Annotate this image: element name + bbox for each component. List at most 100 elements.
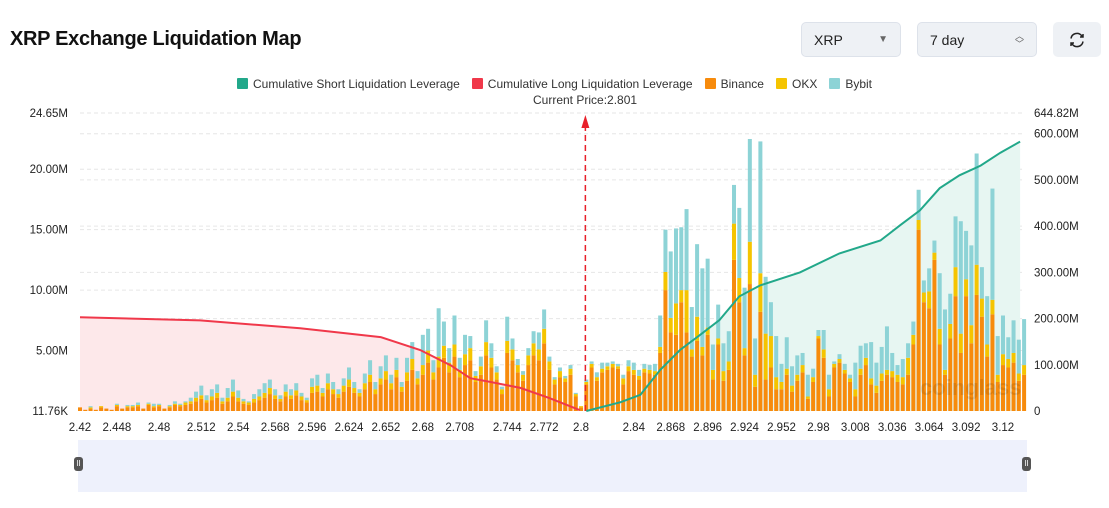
bar-bybit — [199, 385, 204, 396]
bar-binance — [689, 356, 694, 411]
x-tick-label: 3.008 — [841, 422, 870, 434]
bar-bybit — [589, 361, 594, 364]
x-tick-label: 2.512 — [187, 422, 216, 434]
bar-binance — [83, 409, 88, 411]
bar-bybit — [204, 395, 209, 401]
bar-okx — [921, 292, 926, 303]
range-select[interactable]: 7 day ︿ ﹀ — [917, 22, 1037, 57]
bar-bybit — [863, 343, 868, 358]
bar-okx — [647, 369, 652, 374]
bar-okx — [304, 400, 309, 403]
bar-bybit — [563, 375, 568, 379]
legend-binance[interactable]: Binance — [704, 77, 764, 91]
bar-binance — [494, 379, 499, 411]
bar-okx — [368, 374, 373, 382]
bar-okx — [890, 371, 895, 378]
bar-bybit — [220, 397, 225, 402]
legend-short[interactable]: Cumulative Short Liquidation Leverage — [237, 77, 460, 91]
x-tick-label: 2.84 — [623, 422, 646, 434]
bar-bybit — [463, 334, 468, 355]
bar-bybit — [241, 398, 246, 402]
zoom-slider[interactable]: II II — [74, 440, 1031, 492]
bar-bybit — [853, 362, 858, 390]
bar-binance — [262, 397, 267, 411]
bar-okx — [383, 371, 388, 380]
bar-bybit — [257, 389, 262, 397]
bar-okx — [346, 379, 351, 387]
bar-binance — [420, 374, 425, 411]
bar-okx — [441, 345, 446, 358]
bar-okx — [663, 271, 668, 291]
bar-okx — [1022, 365, 1027, 375]
bar-binance — [299, 400, 304, 411]
bar-binance — [352, 392, 357, 411]
bar-binance — [389, 389, 394, 411]
bar-binance — [758, 311, 763, 411]
bar-binance — [790, 391, 795, 411]
bar-bybit — [547, 356, 552, 362]
bar-binance — [194, 401, 199, 411]
bar-binance — [162, 408, 167, 411]
bar-bybit — [346, 367, 351, 380]
y-right-tick-label: 500.00M — [1034, 175, 1079, 187]
bar-bybit — [114, 403, 119, 405]
symbol-select[interactable]: XRP ▼ — [801, 22, 901, 57]
bar-okx — [431, 372, 436, 380]
bar-bybit — [325, 373, 330, 384]
legend-bybit[interactable]: Bybit — [829, 77, 872, 91]
bar-okx — [146, 403, 151, 405]
caret-down-icon: ▼ — [878, 34, 888, 45]
bar-binance — [800, 372, 805, 411]
bar-binance — [515, 372, 520, 411]
bar-bybit — [811, 368, 816, 378]
bar-binance — [811, 381, 816, 411]
bar-bybit — [911, 321, 916, 335]
bar-binance — [631, 374, 636, 411]
bar-binance — [721, 380, 726, 411]
bar-bybit — [689, 307, 694, 350]
bar-bybit — [842, 363, 847, 370]
bar-okx — [230, 391, 235, 397]
bar-okx — [848, 378, 853, 382]
bar-binance — [874, 392, 879, 411]
refresh-button[interactable] — [1053, 22, 1101, 57]
bar-binance — [716, 344, 721, 411]
x-tick-label: 2.98 — [807, 422, 829, 434]
bar-bybit — [436, 308, 441, 357]
bar-binance — [1016, 380, 1021, 411]
bar-binance — [884, 374, 889, 411]
bar-bybit — [505, 316, 510, 341]
bar-binance — [953, 296, 958, 411]
bar-okx — [410, 359, 415, 370]
bar-okx — [194, 397, 199, 402]
bar-binance — [979, 316, 984, 411]
bar-bybit — [394, 357, 399, 370]
bar-okx — [948, 323, 953, 339]
bar-bybit — [1016, 339, 1021, 374]
bar-binance — [109, 409, 114, 411]
bar-binance — [336, 397, 341, 411]
bar-bybit — [995, 336, 1000, 375]
bar-okx — [246, 402, 251, 405]
bar-bybit — [784, 337, 789, 369]
bar-binance — [916, 229, 921, 411]
bar-bybit — [937, 273, 942, 329]
bar-binance — [1011, 362, 1016, 411]
legend-okx[interactable]: OKX — [775, 77, 817, 91]
slider-handle-left[interactable]: II — [74, 457, 83, 471]
bar-bybit — [985, 296, 990, 345]
bar-bybit — [399, 381, 404, 387]
bar-bybit — [942, 309, 947, 370]
y-left-tick-label: 5.00M — [36, 346, 68, 358]
y-left-tick-label: 20.00M — [30, 164, 68, 176]
bar-okx — [1011, 352, 1016, 363]
bar-bybit — [494, 366, 499, 373]
bar-okx — [209, 396, 214, 401]
bar-binance — [563, 381, 568, 411]
bar-binance — [958, 352, 963, 411]
bar-binance — [120, 408, 125, 411]
bar-okx — [278, 398, 283, 402]
legend-long[interactable]: Cumulative Long Liquidation Leverage — [471, 77, 693, 91]
current-price-label: Current Price:2.801 — [533, 93, 638, 107]
slider-handle-right[interactable]: II — [1022, 457, 1031, 471]
